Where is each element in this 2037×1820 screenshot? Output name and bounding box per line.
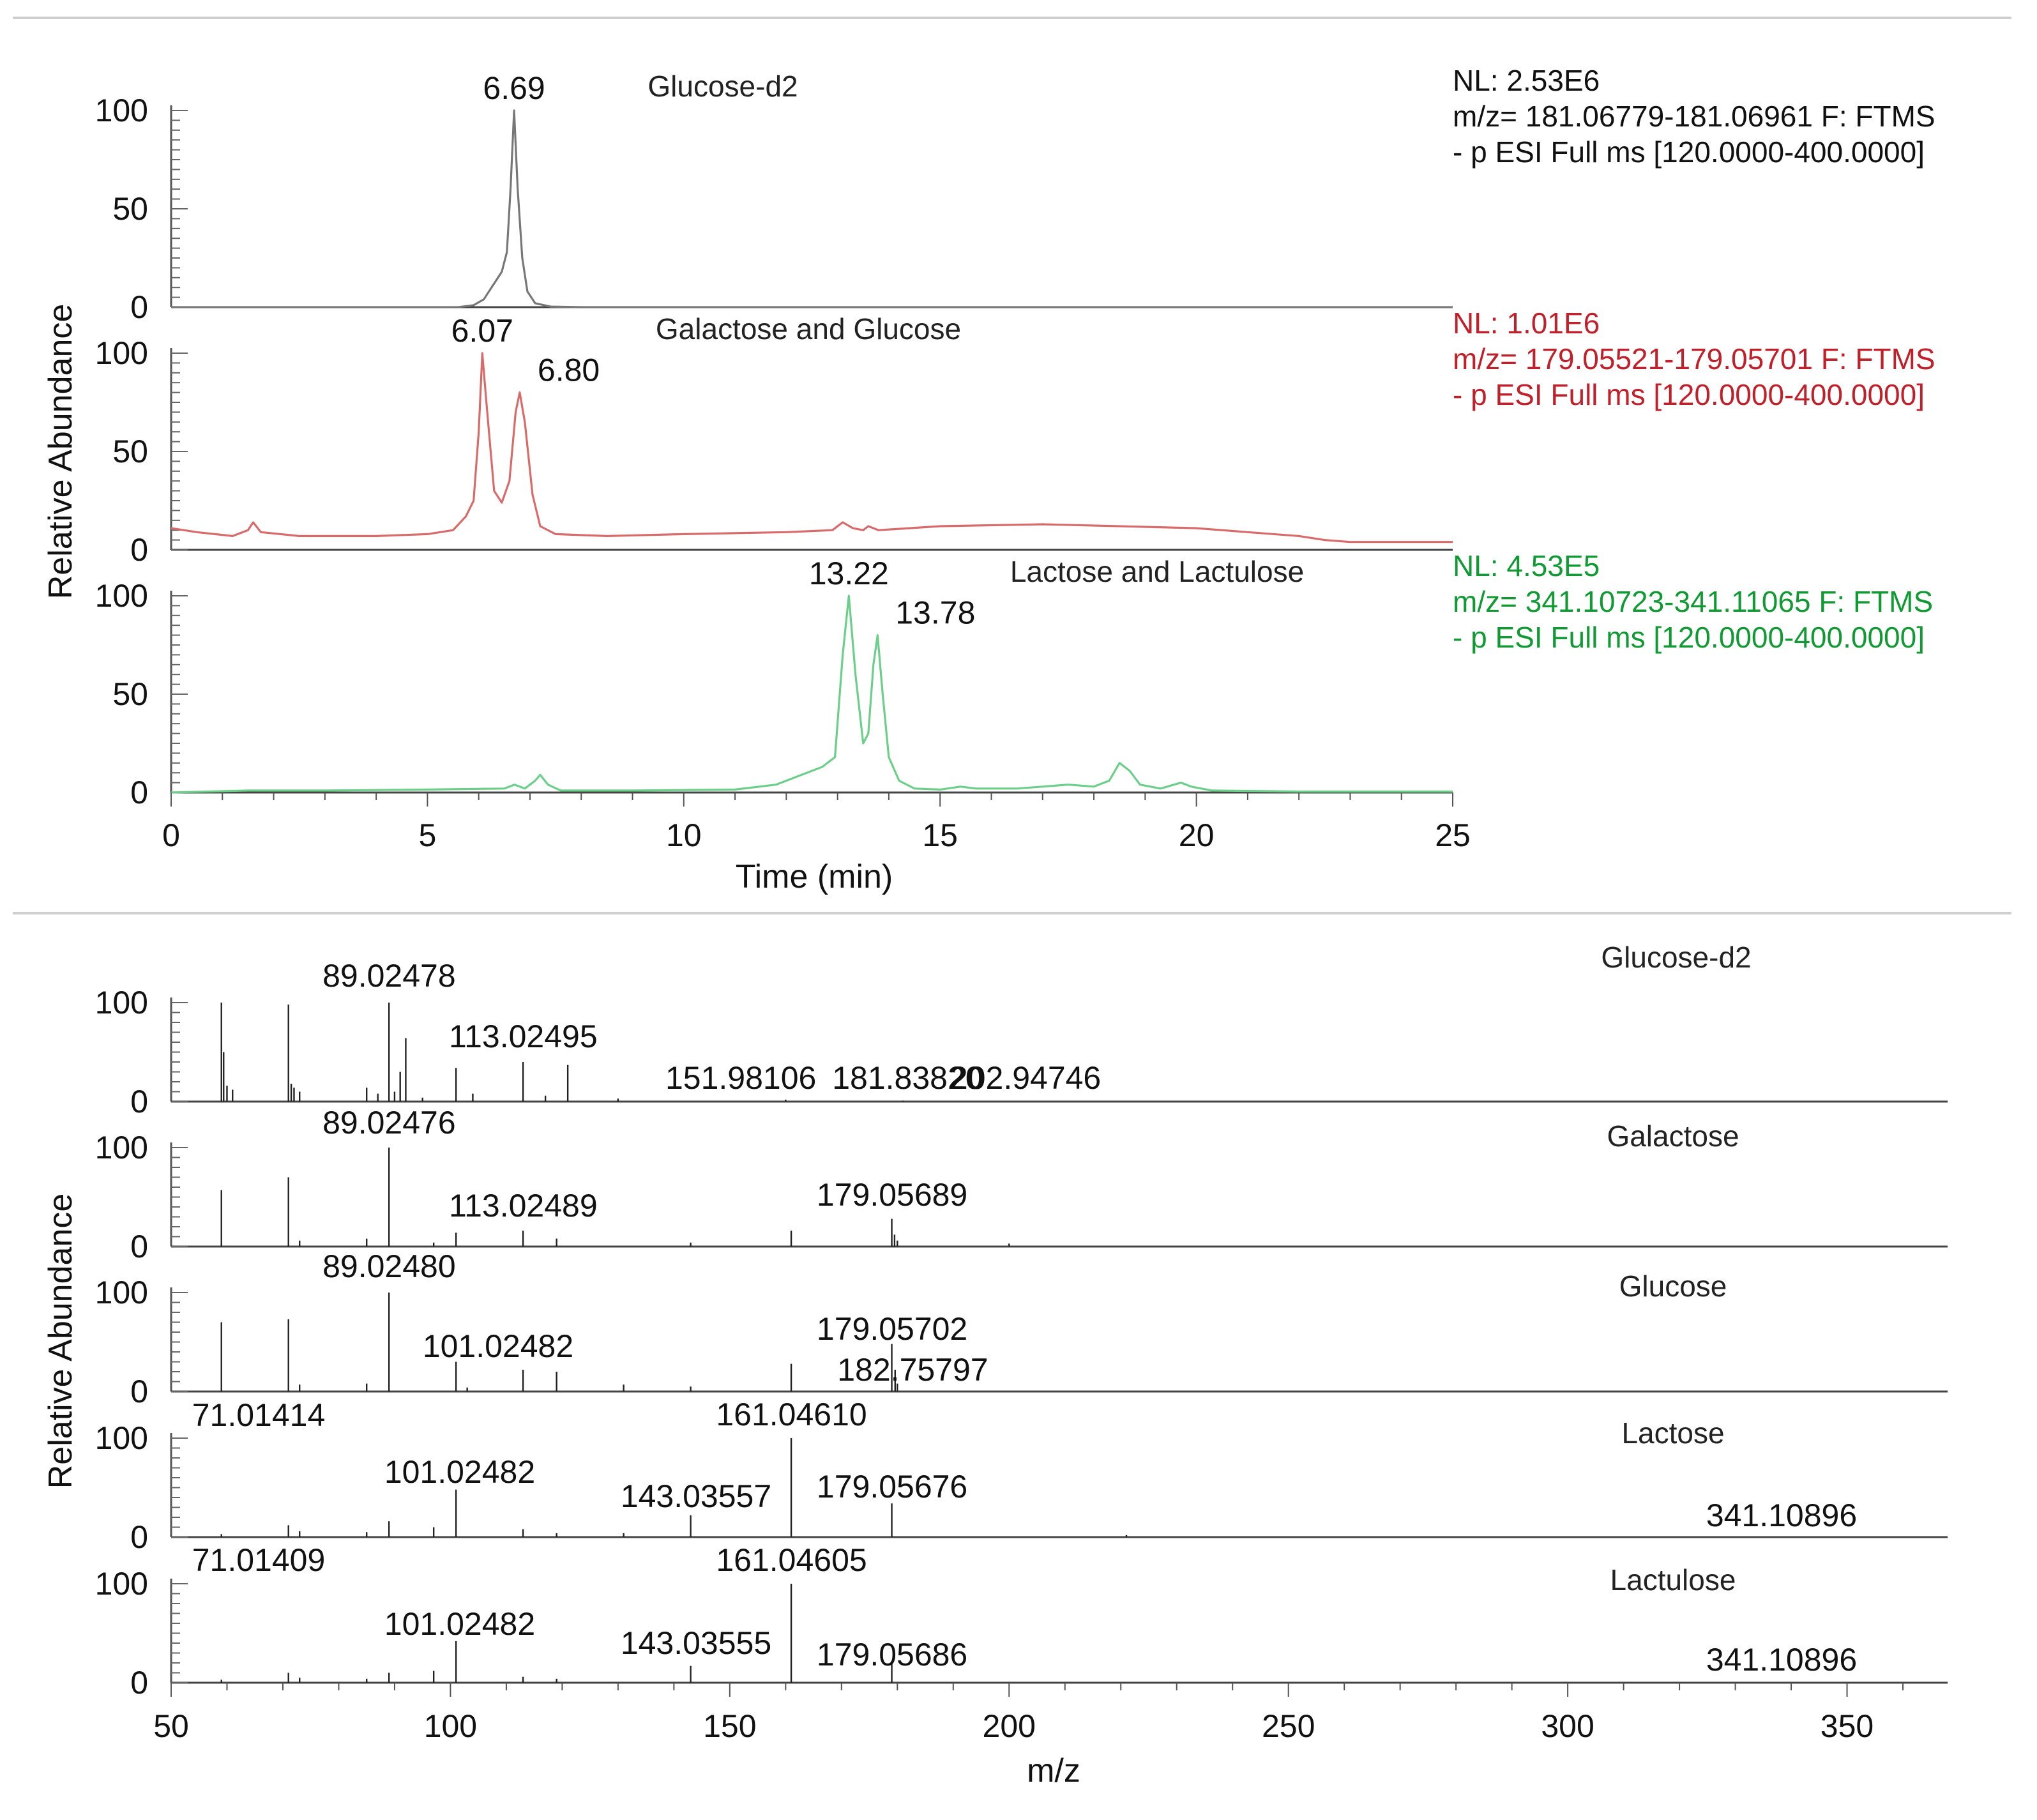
chrom-y-tick-label: 0 [130, 775, 148, 810]
spec-y-tick-label: 100 [95, 985, 148, 1020]
chrom-x-tick-label: 5 [418, 817, 436, 853]
chrom-y-tick-label: 50 [112, 676, 148, 712]
spec-peak-label: 89.02480 [322, 1248, 456, 1284]
chrom-y-tick-label: 50 [112, 434, 148, 469]
spec-peak-label: 181.83820 [832, 1060, 983, 1096]
chromatogram-trace [171, 109, 1453, 308]
chrom-x-tick-label: 10 [666, 817, 702, 853]
spec-y-tick-label: 100 [95, 1566, 148, 1602]
chrom-y-tick-label: 100 [95, 335, 148, 371]
chrom-x-tick-label: 0 [162, 817, 180, 853]
spec-peak-label: 113.02489 [449, 1188, 598, 1224]
spec-compound-label: Lactose [1621, 1416, 1724, 1450]
spec-peak-label: 179.05676 [817, 1469, 967, 1505]
chrom-peak-label: 13.22 [809, 556, 889, 591]
chrom-info-line: NL: 2.53E6 [1453, 64, 1600, 97]
spec-compound-label: Glucose [1619, 1270, 1727, 1303]
spec-y-tick-label: 0 [130, 1374, 148, 1409]
spec-y-tick-label: 0 [130, 1084, 148, 1119]
spec-peak-label: 341.10896 [1706, 1498, 1857, 1533]
spec-peak-label: 161.04610 [716, 1397, 867, 1432]
spec-peak-label: 71.01414 [192, 1397, 326, 1433]
chrom-x-tick-label: 15 [922, 817, 958, 853]
spec-peak-label: 143.03557 [621, 1478, 771, 1514]
spec-y-tick-label: 0 [130, 1229, 148, 1264]
spec-peak-label: 101.02482 [384, 1454, 535, 1490]
spec-x-tick-label: 300 [1541, 1708, 1594, 1744]
chrom-info-line: m/z= 181.06779-181.06961 F: FTMS [1453, 100, 1935, 133]
spec-compound-label: Glucose-d2 [1601, 941, 1751, 974]
chromatogram-trace [170, 352, 1453, 543]
spec-peak-label: 182.75797 [837, 1352, 988, 1388]
chrom-peak-label: 6.07 [451, 313, 513, 349]
chrom-compound-label: Glucose-d2 [647, 70, 798, 103]
chrom-y-tick-label: 0 [130, 289, 148, 325]
chrom-y-axis-title: Relative Abundance [42, 304, 79, 600]
chrom-info-line: - p ESI Full ms [120.0000-400.0000] [1453, 135, 1925, 169]
spec-compound-label: Lactulose [1610, 1563, 1736, 1596]
spec-peak-label: 179.05686 [817, 1637, 967, 1672]
spec-peak-label: 89.02478 [322, 958, 456, 994]
spec-peak-label: 101.02482 [384, 1606, 535, 1642]
chrom-compound-label: Galactose and Glucose [656, 312, 961, 345]
spec-x-tick-label: 350 [1821, 1708, 1874, 1744]
chrom-info-line: - p ESI Full ms [120.0000-400.0000] [1453, 378, 1925, 411]
chrom-x-tick-label: 20 [1179, 817, 1215, 853]
chrom-info-line: NL: 1.01E6 [1453, 307, 1600, 340]
chrom-y-tick-label: 100 [95, 93, 148, 128]
spec-x-tick-label: 250 [1262, 1708, 1315, 1744]
chrom-y-tick-label: 50 [112, 191, 148, 227]
chrom-info-line: m/z= 179.05521-179.05701 F: FTMS [1453, 342, 1935, 375]
chrom-peak-label: 6.69 [483, 70, 545, 106]
spec-peak-label: 89.02476 [322, 1105, 456, 1141]
chrom-y-tick-label: 100 [95, 578, 148, 614]
spec-x-tick-label: 50 [153, 1708, 189, 1744]
spec-y-axis-title: Relative Abundance [42, 1194, 79, 1489]
chrom-info-line: NL: 4.53E5 [1453, 549, 1600, 582]
spec-peak-label: 179.05702 [817, 1311, 967, 1347]
spec-y-tick-label: 100 [95, 1275, 148, 1310]
spec-peak-label: 161.04605 [716, 1542, 867, 1578]
chrom-x-tick-label: 25 [1435, 817, 1471, 853]
chrom-peak-label: 6.80 [538, 353, 600, 388]
spec-peak-label: 71.01409 [192, 1542, 326, 1578]
spec-y-tick-label: 0 [130, 1519, 148, 1555]
chrom-info-line: m/z= 341.10723-341.11065 F: FTMS [1453, 585, 1933, 618]
chrom-x-axis-title: Time (min) [736, 858, 893, 895]
spec-x-tick-label: 150 [703, 1708, 756, 1744]
spec-peak-label: 341.10896 [1706, 1642, 1857, 1678]
spec-y-tick-label: 0 [130, 1665, 148, 1701]
spec-compound-label: Galactose [1607, 1119, 1739, 1153]
spec-peak-label: 113.02495 [449, 1019, 598, 1054]
spec-y-tick-label: 100 [95, 1420, 148, 1456]
spec-peak-label: 101.02482 [423, 1328, 573, 1364]
chrom-compound-label: Lactose and Lactulose [1010, 555, 1304, 588]
spec-x-tick-label: 100 [424, 1708, 477, 1744]
chrom-peak-label: 13.78 [895, 595, 975, 631]
chrom-y-tick-label: 0 [130, 532, 148, 568]
spec-peak-label: 179.05689 [817, 1177, 967, 1213]
spec-peak-label: 202.94746 [950, 1060, 1101, 1096]
spec-peak-label: 151.98106 [665, 1060, 816, 1096]
spec-y-tick-label: 100 [95, 1130, 148, 1165]
chromatogram-trace [170, 595, 1453, 794]
spec-peak-label: 143.03555 [621, 1625, 771, 1661]
spec-x-tick-label: 200 [983, 1708, 1036, 1744]
chrom-info-line: - p ESI Full ms [120.0000-400.0000] [1453, 621, 1925, 654]
spec-x-axis-title: m/z [1027, 1752, 1080, 1789]
